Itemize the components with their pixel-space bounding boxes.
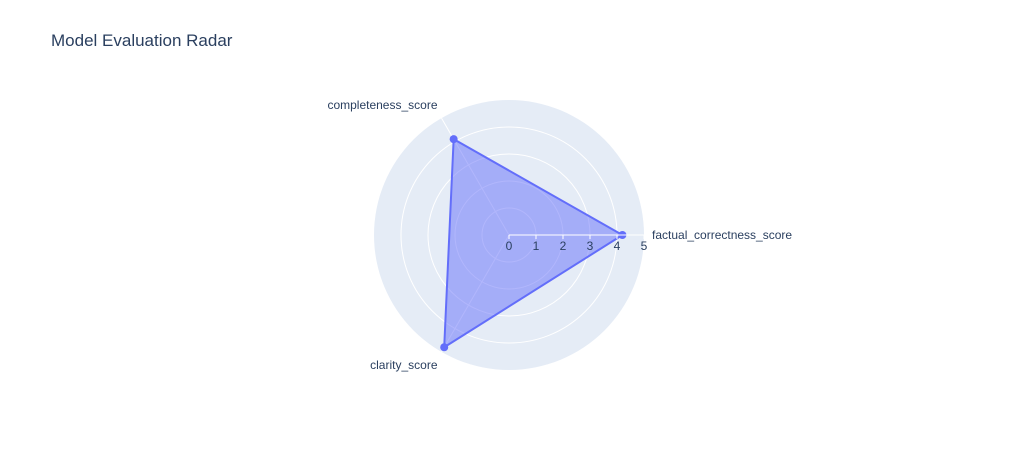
radial-tick-label-1: 1 [533,239,540,253]
radial-tick-label-4: 4 [614,239,621,253]
angular-axis-labels: factual_correctness_score completeness_sc… [327,98,792,372]
data-point-clarity_score[interactable] [440,343,449,352]
radial-tick-label-5: 5 [641,239,648,253]
radial-tick-label-2: 2 [560,239,567,253]
series-area-0 [443,138,624,349]
axis-label-factual_correctness_score: factual_correctness_score [652,228,792,242]
radial-tick-label-0: 0 [506,239,513,253]
data-point-completeness_score[interactable] [449,135,458,144]
axis-label-clarity_score: clarity_score [370,358,438,372]
chart-title: Model Evaluation Radar [51,31,233,50]
radial-tick-label-3: 3 [587,239,594,253]
radial-tick-labels: 0 1 2 3 4 5 [506,234,648,253]
axis-label-completeness_score: completeness_score [327,98,437,112]
